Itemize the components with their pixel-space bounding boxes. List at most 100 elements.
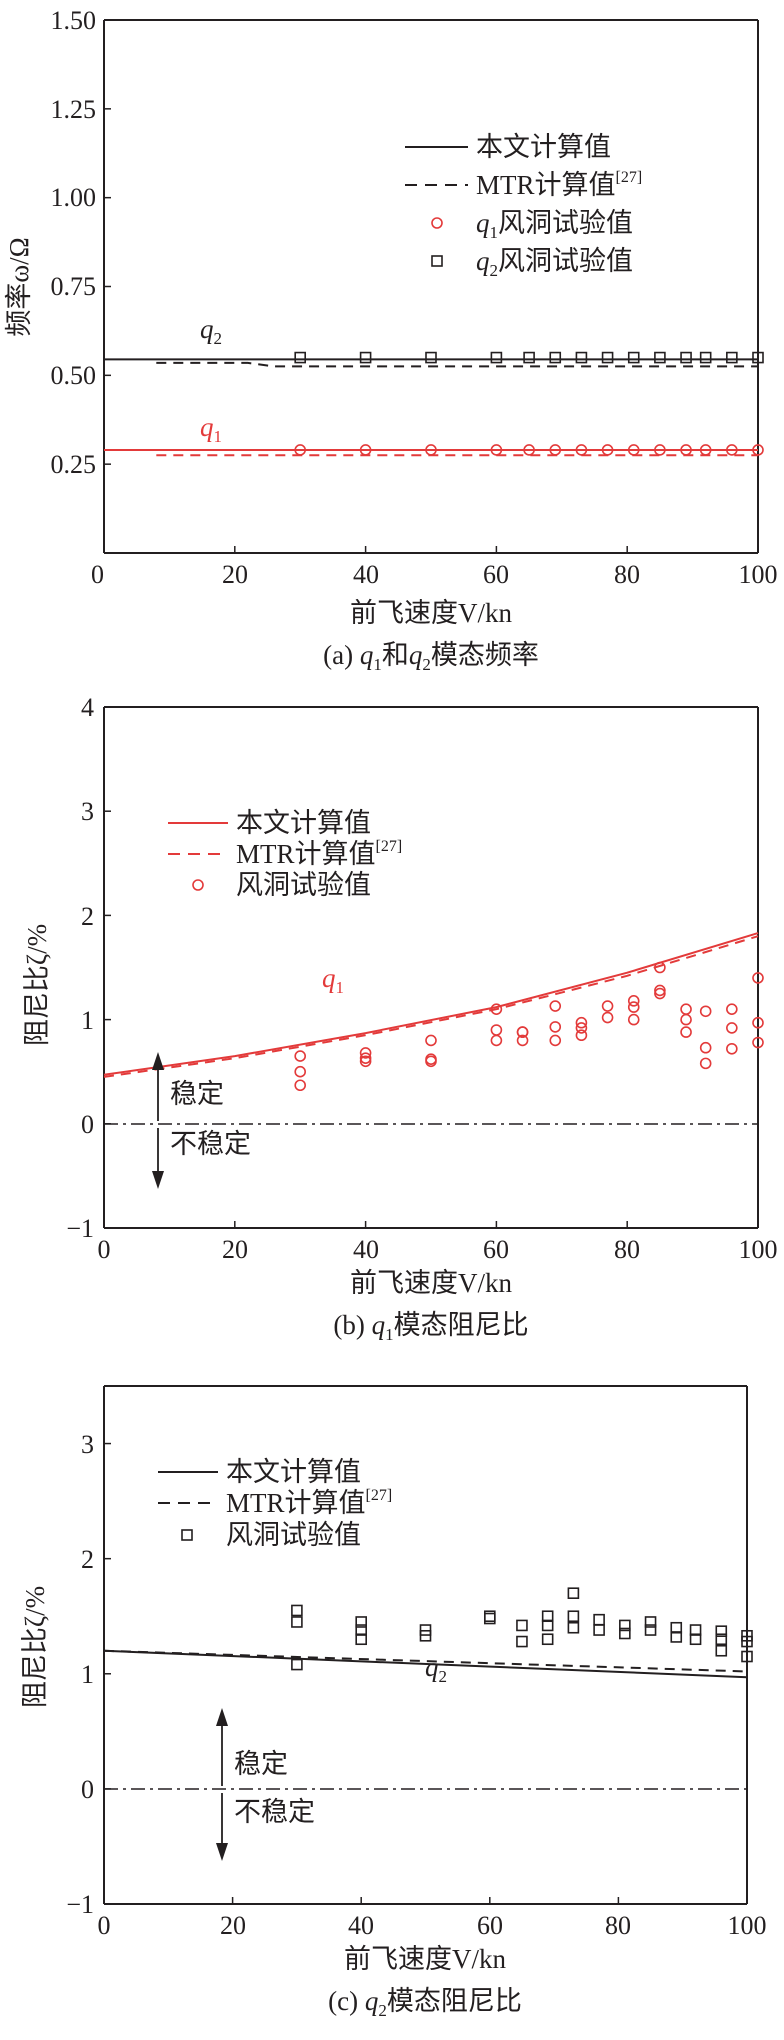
data-point — [741, 1635, 753, 1648]
data-point — [294, 1065, 307, 1078]
data-point — [575, 1022, 588, 1034]
series-label-q2: q2 — [200, 314, 222, 348]
data-point — [644, 1624, 657, 1636]
x-tick-label: 80 — [605, 1911, 631, 1940]
data-point — [575, 1029, 588, 1042]
series-label-q1: q1 — [200, 412, 222, 446]
data-point — [654, 984, 666, 997]
plot-area — [103, 706, 764, 1229]
x-tick-label: 80 — [614, 1235, 640, 1264]
y-tick-label: 1.00 — [51, 183, 97, 212]
legend: 本文计算值 MTR计算值[27] q1风洞试验值 q2风洞试验值 — [405, 132, 642, 280]
x-tick-label: 40 — [348, 1911, 374, 1940]
data-point — [654, 987, 666, 1000]
data-point — [715, 1625, 728, 1637]
series-line-mtr — [103, 935, 759, 1078]
x-tick-label: 20 — [222, 560, 248, 589]
caption-b: (b) q1模态阻尼比 — [333, 1310, 528, 1344]
data-point — [752, 972, 764, 984]
y-tick-label: 2 — [81, 1545, 94, 1574]
x-tick-label: 20 — [222, 1235, 248, 1264]
data-point — [294, 351, 307, 364]
chart-b: 0 20 40 60 80 100 −1 0 1 2 3 4 阻尼比ζ/% 前飞… — [22, 693, 778, 1344]
legend-q1-label: q1风洞试验值 — [476, 208, 633, 242]
x-tick-label: 100 — [728, 1911, 767, 1940]
x-tick-label: 20 — [220, 1911, 246, 1940]
data-point — [752, 444, 764, 456]
y-tick-label: 1.25 — [51, 95, 97, 124]
x-axis-label: 前飞速度V/kn — [344, 1944, 506, 1974]
legend-exp-marker — [181, 1529, 193, 1541]
data-point — [699, 444, 712, 456]
data-point — [644, 1616, 657, 1628]
y-axis-label: 频率ω/Ω — [4, 237, 34, 336]
data-point — [619, 1619, 631, 1632]
unstable-label: 不稳定 — [234, 1797, 315, 1827]
plot-area — [103, 1385, 753, 1905]
data-point — [567, 1587, 580, 1599]
y-tick-label: −1 — [66, 1214, 94, 1243]
data-point — [715, 1644, 728, 1657]
data-point — [419, 1629, 432, 1642]
data-point — [425, 1034, 437, 1047]
data-point — [601, 444, 614, 456]
data-point — [549, 1021, 562, 1033]
y-tick-label: 1.50 — [51, 6, 97, 35]
legend-calc-label: 本文计算值 — [236, 808, 371, 838]
chart-a: 0 20 40 60 80 100 0.25 0.50 0.75 1.00 1.… — [4, 6, 778, 674]
data-point — [483, 1612, 496, 1625]
data-point — [619, 1627, 631, 1640]
legend-exp-marker — [192, 879, 204, 891]
stability-arrows — [216, 1708, 228, 1861]
y-tick-label: 0.50 — [51, 361, 97, 390]
y-tick-label: 1 — [81, 1660, 94, 1689]
legend-q2-marker — [431, 255, 443, 267]
data-point — [575, 351, 588, 364]
data-point — [726, 1003, 738, 1015]
data-point — [680, 351, 692, 364]
data-point — [699, 351, 712, 364]
data-point — [355, 1633, 368, 1646]
data-point — [291, 1658, 303, 1671]
x-tick-label: 0 — [91, 560, 104, 589]
y-tick-label: 0.75 — [51, 272, 97, 301]
data-point — [359, 444, 372, 456]
data-point — [549, 444, 562, 456]
data-point — [627, 351, 640, 364]
x-tick-label: 60 — [483, 1235, 509, 1264]
x-tick-label: 100 — [739, 560, 778, 589]
x-tick-label: 0 — [98, 1911, 111, 1940]
data-point — [490, 444, 503, 456]
stable-label: 稳定 — [170, 1079, 224, 1109]
series-line-calc — [103, 932, 759, 1076]
data-point — [680, 1013, 692, 1026]
data-point — [752, 1036, 764, 1049]
data-point — [516, 1026, 529, 1038]
legend-calc-label: 本文计算值 — [476, 132, 611, 162]
data-point — [699, 1057, 712, 1070]
data-point — [359, 1047, 372, 1059]
data-point — [483, 1610, 496, 1623]
legend-calc-label: 本文计算值 — [226, 1457, 361, 1487]
data-point — [575, 444, 588, 456]
data-point — [294, 1050, 307, 1062]
data-point — [355, 1616, 368, 1628]
series-label-q2: q2 — [425, 1652, 447, 1686]
y-tick-label: 0 — [81, 1775, 94, 1804]
x-tick-label: 60 — [477, 1911, 503, 1940]
unstable-arrow-head — [216, 1843, 228, 1861]
stable-arrow-head — [216, 1708, 228, 1726]
plot-area — [103, 19, 764, 554]
legend-exp-label: 风洞试验值 — [236, 870, 371, 900]
unstable-label: 不稳定 — [170, 1129, 251, 1159]
data-point — [741, 1650, 753, 1663]
stable-arrow-head — [152, 1052, 164, 1070]
y-axis-label: 阻尼比ζ/% — [22, 924, 52, 1046]
data-point — [523, 444, 535, 456]
legend-exp-label: 风洞试验值 — [226, 1520, 361, 1550]
stable-label: 稳定 — [234, 1749, 288, 1779]
data-point — [567, 1610, 580, 1623]
x-tick-label: 0 — [98, 1235, 111, 1264]
y-tick-label: 1 — [81, 1006, 94, 1035]
data-point — [549, 351, 562, 364]
